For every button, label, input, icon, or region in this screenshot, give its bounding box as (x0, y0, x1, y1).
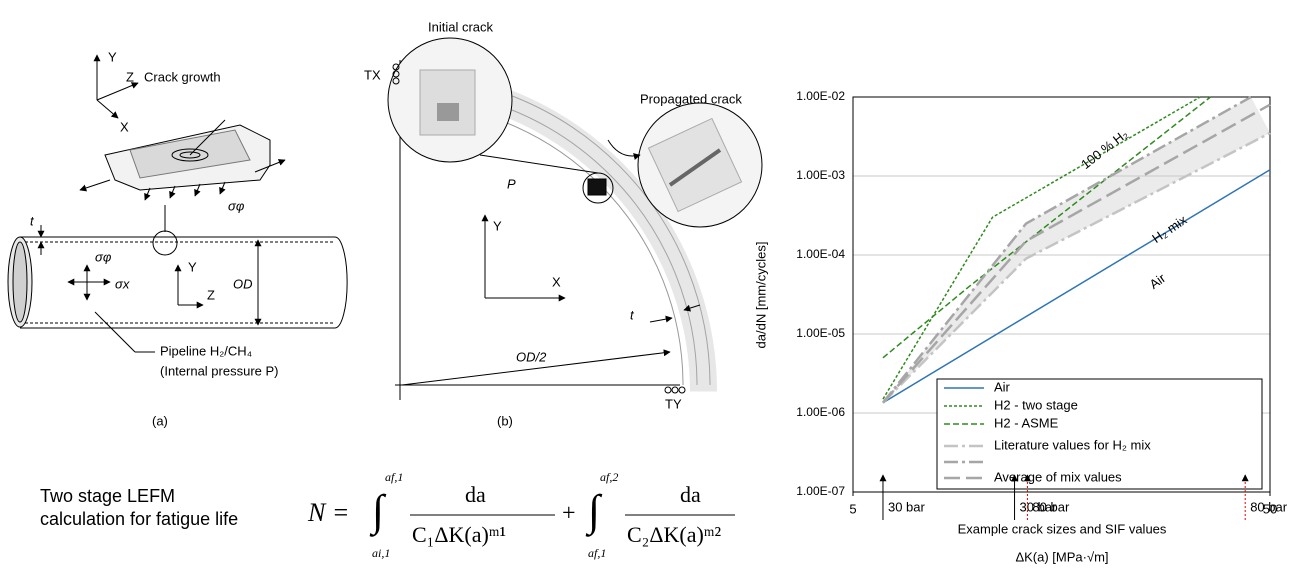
annotation: H₂ mix (1149, 212, 1190, 246)
limit: af,1 (385, 470, 403, 484)
y-axis-label: da/dN [mm/cycles] (753, 242, 768, 349)
label: TY (665, 396, 682, 411)
annotation: Air (1147, 270, 1169, 292)
integral: ∫ (369, 486, 387, 537)
label: Z (126, 69, 134, 84)
label: σx (115, 276, 130, 291)
integral: ∫ (585, 486, 603, 537)
label: σφ (228, 198, 245, 213)
limit: ai,1 (372, 546, 390, 560)
label: (Internal pressure P) (160, 363, 279, 378)
label: σφ (95, 249, 112, 264)
y-tick-label: 1.00E-02 (796, 89, 845, 103)
marker-label: 30 bar (1020, 499, 1058, 514)
legend-label: Literature values for H₂ mix (994, 437, 1151, 452)
label: t (630, 307, 635, 322)
legend-label: Air (994, 379, 1011, 394)
diagram-b (387, 37, 763, 400)
label: OD (233, 276, 253, 291)
chart: da/dN [mm/cycles] ΔK(a) [MPa·√m] Example… (753, 89, 1287, 564)
diagram-b-labels: Initial crack Propagated crack TX P Y X … (364, 19, 742, 428)
limit: af,1 (588, 546, 606, 560)
label: OD/2 (516, 349, 547, 364)
diagram-a-labels: Y Z X Crack growth σφ t σφ σx Y Z OD Pip… (30, 49, 279, 428)
series-line (882, 103, 1271, 404)
series-line (881, 95, 1252, 404)
label: Y (108, 49, 117, 64)
label: Crack growth (144, 69, 221, 84)
label: TX (364, 67, 381, 82)
series-line (882, 169, 1271, 404)
label: X (552, 274, 561, 289)
legend-label: H2 - ASME (994, 415, 1059, 430)
formula-lhs: N = (307, 498, 349, 527)
y-tick-label: 1.00E-05 (796, 326, 845, 340)
series-line (882, 96, 1211, 359)
denominator: C₁ΔK(a)ᵐ¹ (412, 522, 506, 547)
label: Initial crack (428, 19, 494, 34)
numerator: da (465, 482, 486, 507)
diagram-a (7, 54, 348, 353)
series-line (882, 131, 1271, 404)
formula: Two stage LEFM calculation for fatigue l… (40, 470, 735, 560)
formula-caption: calculation for fatigue life (40, 509, 238, 529)
label: Pipeline H₂/CH₄ (160, 343, 252, 358)
label: t (30, 213, 35, 228)
series-line (882, 96, 1201, 400)
caption: (b) (497, 413, 513, 428)
marker-caption: Example crack sizes and SIF values (958, 521, 1167, 536)
label: X (120, 119, 129, 134)
label: Y (493, 218, 502, 233)
label: Y (188, 259, 197, 274)
marker-label: 30 bar (888, 499, 926, 514)
band (882, 97, 1270, 403)
label: Z (207, 287, 215, 302)
legend (936, 378, 1263, 490)
numerator: da (680, 482, 701, 507)
y-tick-label: 1.00E-04 (796, 247, 845, 261)
y-tick-label: 1.00E-06 (796, 405, 845, 419)
x-axis-label: ΔK(a) [MPa·√m] (1015, 549, 1108, 564)
marker-label: 80 bar (1032, 499, 1070, 514)
legend-label: Average of mix values (994, 469, 1122, 484)
x-tick-label: 5 (849, 501, 856, 516)
formula-caption: Two stage LEFM (40, 486, 175, 506)
denominator: C₂ΔK(a)ᵐ² (627, 522, 722, 547)
label: Propagated crack (640, 91, 742, 106)
y-tick-label: 1.00E-07 (796, 484, 845, 498)
legend-label: H2 - two stage (994, 397, 1078, 412)
y-tick-label: 1.00E-03 (796, 168, 845, 182)
x-tick-label: 50 (1263, 501, 1277, 516)
limit: af,2 (600, 470, 618, 484)
marker-label: 80 bar (1250, 499, 1288, 514)
caption: (a) (152, 413, 168, 428)
plot-frame (852, 96, 1271, 493)
plus: + (562, 501, 576, 527)
label: P (507, 176, 516, 191)
